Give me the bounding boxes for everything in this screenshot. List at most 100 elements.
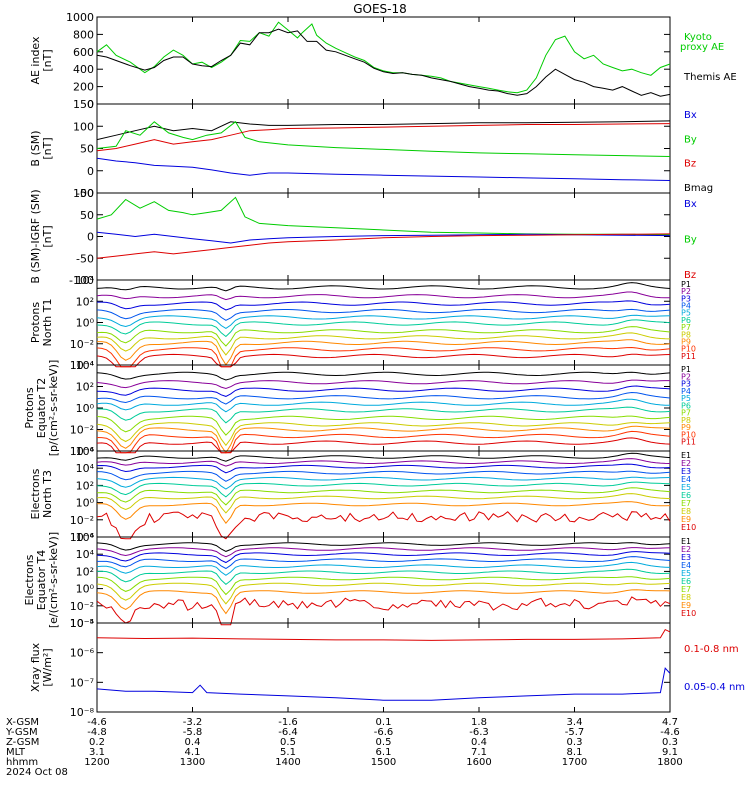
- y-tick-label: 1000: [66, 11, 94, 24]
- panel-8: 10⁻⁸ 10⁻⁷ 10⁻⁶ 10⁻⁵ Xray flux [W/m²] 0.1-0.8 n…: [29, 617, 745, 719]
- legend-label: P10: [681, 430, 696, 439]
- legend-label: Bz: [684, 270, 696, 281]
- x-row-value: 1500: [371, 757, 396, 768]
- series-e7: [96, 487, 671, 506]
- series-e1: [96, 542, 671, 552]
- y-tick-label: 100: [73, 187, 94, 200]
- series-e10: [96, 511, 671, 540]
- x-row-value: 0.5: [280, 737, 296, 748]
- x-row-value: 4.1: [185, 747, 201, 758]
- panel-frame: [96, 364, 671, 452]
- series-p6: [96, 319, 671, 338]
- x-row-value: -6.4: [278, 727, 298, 738]
- legend-label: P3: [681, 380, 691, 389]
- x-axis-labels: X-GSM -4.6 -3.2 -1.6 0.1 1.8 3.4 4.7 Y-GSM -4.8 -5…: [5, 717, 683, 778]
- y-tick-label: 10⁻⁴: [70, 445, 95, 458]
- y-axis-label: North T1: [41, 299, 54, 347]
- x-row-value: 1300: [180, 757, 205, 768]
- y-axis-label: [W/m²]: [41, 648, 54, 686]
- y-tick-label: 10⁻²: [70, 514, 94, 527]
- y-axis-label: Protons: [23, 387, 36, 428]
- legend-label: E10: [681, 523, 696, 532]
- x-row-label: Z-GSM: [6, 737, 39, 748]
- legend-label: E6: [681, 491, 691, 500]
- series-p10: [96, 346, 671, 368]
- y-tick-label: 10²: [76, 295, 94, 308]
- series-0-1-0-8-nm: [96, 628, 671, 641]
- legend-label: P2: [681, 372, 691, 381]
- series-bz: [96, 233, 671, 259]
- y-tick-label: 10⁻⁸: [70, 706, 95, 719]
- series-e8: [96, 493, 671, 514]
- legend-label: P8: [681, 330, 691, 339]
- y-tick-label: 150: [73, 98, 94, 111]
- y-tick-label: 0: [87, 165, 94, 178]
- y-tick-label: 10²: [76, 479, 94, 492]
- y-axis-label: [e/(cm²-s-sr-keV)]: [47, 532, 60, 628]
- panel-frame: [96, 622, 671, 713]
- y-tick-label: 10⁻⁴: [70, 617, 95, 630]
- y-tick-label: 10⁻⁵: [70, 617, 94, 630]
- y-tick-label: 10⁴: [76, 359, 95, 372]
- x-row-value: 1.8: [471, 717, 487, 728]
- x-row-value: -4.6: [660, 727, 680, 738]
- panel-frame: [96, 536, 671, 624]
- panel-1: 0 200 400 600 800 1000 AE index [nT] Kyotoproxy …: [29, 11, 737, 111]
- series-p5: [96, 314, 671, 329]
- y-tick-label: 50: [80, 143, 94, 156]
- series-p3: [96, 385, 671, 397]
- y-axis-label: [nT]: [41, 225, 54, 247]
- y-tick-label: 10⁶: [76, 445, 95, 458]
- panel-2: -50 0 50 100 150 B (SM) [nT] Bx By Bz Bmag: [29, 98, 713, 200]
- legend-label: Bmag: [684, 183, 713, 194]
- series-p1: [96, 282, 671, 292]
- series-e5: [96, 476, 671, 490]
- x-row-value: 0.2: [89, 737, 105, 748]
- x-row-value: 1200: [84, 757, 109, 768]
- y-tick-label: 10⁻²: [70, 424, 94, 437]
- y-tick-label: 10⁴: [76, 462, 95, 475]
- legend-label: By: [684, 235, 697, 246]
- x-row-value: 3.4: [567, 717, 583, 728]
- y-tick-label: 400: [73, 63, 94, 76]
- panel-frame: [96, 103, 671, 194]
- series-p11: [96, 353, 671, 368]
- legend-label: P8: [681, 416, 691, 425]
- panel-frame: [96, 279, 671, 366]
- y-tick-label: 10⁻⁴: [70, 359, 95, 372]
- legend-label: Themis AE: [683, 72, 737, 83]
- legend-label: P1: [681, 365, 691, 374]
- series-by: [96, 196, 671, 236]
- series-p2: [96, 291, 671, 301]
- series-p11: [96, 437, 671, 454]
- panel-3: -100 -50 0 50 100 B (SM)-IGRF (SM) [nT] Bx By Bz: [29, 187, 697, 287]
- y-tick-label: 0: [87, 231, 94, 244]
- legend-label: P7: [681, 409, 691, 418]
- x-row-value: 0.5: [376, 737, 392, 748]
- legend-label: P9: [681, 337, 691, 346]
- legend-label: P4: [681, 387, 691, 396]
- legend-label: Bz: [684, 159, 696, 170]
- legend-label: E2: [681, 545, 691, 554]
- y-axis-label: Equator T2: [35, 378, 48, 438]
- x-row-value: 3.1: [89, 747, 105, 758]
- legend-label: P11: [681, 352, 696, 361]
- panel-frame: [96, 16, 671, 105]
- x-row-value: -3.2: [183, 717, 203, 728]
- x-row-value: 5.1: [280, 747, 296, 758]
- series-bx: [96, 231, 671, 244]
- y-tick-label: 800: [73, 28, 94, 41]
- y-tick-label: -50: [76, 187, 94, 200]
- panel-frame: [96, 450, 671, 538]
- legend-label: E5: [681, 483, 691, 492]
- legend-label: P9: [681, 423, 691, 432]
- legend-label: P2: [681, 287, 691, 296]
- y-axis-label: Xray flux: [29, 642, 42, 692]
- series-e7: [96, 576, 671, 596]
- series-0-05-0-4-nm: [96, 667, 671, 701]
- y-axis-label: AE index: [29, 36, 42, 85]
- series-e9: [96, 589, 671, 615]
- series-themis-ae: [96, 28, 671, 97]
- panel-7: 10⁻⁴ 10⁻² 10⁰ 10² 10⁴ 10⁶ Electrons Equator T4[…: [23, 531, 696, 630]
